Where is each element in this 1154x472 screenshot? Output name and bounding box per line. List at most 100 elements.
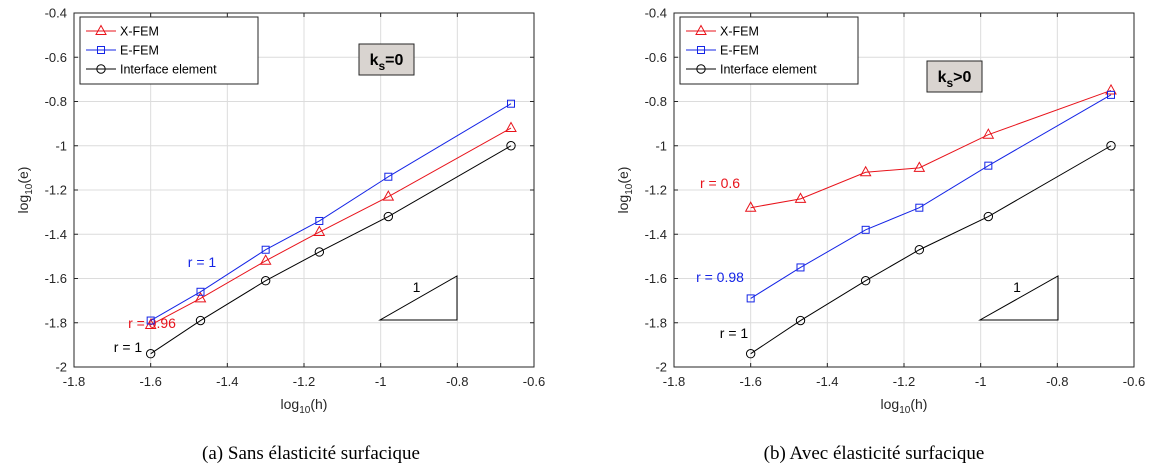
y-tick-label: -1.8 (45, 315, 67, 330)
data-point-iface (195, 315, 206, 326)
x-axis-label: log10(h) (281, 396, 328, 416)
data-point-iface (314, 247, 325, 257)
y-tick-label: -1.4 (645, 227, 667, 242)
data-point-efem (796, 263, 805, 272)
legend-label-iface: Interface element (720, 63, 817, 77)
data-point-efem (507, 99, 515, 108)
legend-label-efem: E-FEM (720, 44, 759, 58)
ks-box (358, 43, 415, 76)
rate-label-efem: r = 1 (188, 254, 217, 270)
x-tick-label: -1.2 (893, 374, 915, 389)
rate-label-iface: r = 1 (720, 325, 749, 341)
series-efem (146, 99, 515, 325)
legend-label-iface: Interface element (120, 63, 217, 77)
slope-label: 1 (1013, 279, 1021, 295)
y-tick-label: -1 (655, 138, 667, 153)
y-tick-label: -1.2 (645, 183, 667, 198)
slope-triangle (378, 275, 458, 321)
legend-marker-efem (97, 46, 105, 54)
data-point-efem (261, 245, 270, 254)
x-tick-label: -0.6 (523, 374, 545, 389)
legend-label-xfem: X-FEM (720, 25, 759, 39)
legend: X-FEM E-FEM Interface element (79, 16, 259, 85)
series-line-efem (150, 103, 512, 321)
series-line-iface (750, 145, 1112, 355)
data-point-iface (983, 211, 994, 222)
x-tick-label: -1 (975, 374, 987, 389)
chart-panel-2: -1.8 -1.6 -1.4 -1.2 -1 -0.8 -0.6-2-1.8-1.6-1.4… (615, 6, 1145, 417)
data-point-iface (383, 211, 394, 222)
data-point-efem (196, 287, 205, 296)
data-point-efem (1107, 90, 1115, 99)
data-point-efem (984, 161, 993, 170)
figure-caption: (b) Avec élasticité surfacique (764, 443, 985, 464)
y-tick-label: -0.6 (45, 50, 67, 65)
data-point-efem (861, 225, 870, 234)
legend-marker-xfem (695, 24, 707, 35)
data-point-xfem (382, 190, 395, 201)
data-point-iface (260, 276, 271, 286)
slope-triangle (978, 275, 1059, 321)
y-tick-label: -1.2 (45, 183, 67, 198)
y-axis-label: log10(e) (15, 167, 35, 214)
y-tick-label: -0.8 (45, 94, 67, 109)
ks-label: ks=0 (370, 52, 404, 73)
series-iface (745, 141, 1116, 359)
rate-label-xfem: r = 0.96 (128, 315, 176, 331)
series-line-iface (150, 145, 512, 355)
x-tick-label: -1.4 (216, 374, 238, 389)
slope-label: 1 (413, 279, 421, 295)
data-point-iface (1106, 141, 1116, 151)
data-point-xfem (1105, 83, 1117, 95)
series-iface (145, 141, 516, 359)
y-tick-label: -1.8 (645, 315, 667, 330)
x-tick-label: -0.8 (1046, 374, 1068, 389)
legend-label-xfem: X-FEM (120, 25, 159, 39)
data-point-xfem (505, 121, 517, 133)
legend-marker-iface (696, 64, 706, 74)
data-point-efem (384, 172, 393, 181)
data-point-xfem (859, 165, 872, 177)
data-point-xfem (982, 128, 995, 139)
series-xfem (744, 83, 1117, 212)
x-tick-label: -1.8 (663, 374, 685, 389)
legend-marker-xfem (95, 24, 107, 35)
x-tick-label: -1.4 (816, 374, 838, 389)
ks-label: ks>0 (938, 69, 972, 90)
data-point-iface (745, 349, 756, 359)
y-tick-label: -0.4 (45, 6, 67, 21)
x-tick-label: -1.2 (293, 374, 315, 389)
series-xfem (144, 121, 517, 329)
y-tick-label: -1.6 (645, 271, 667, 286)
data-point-xfem (194, 291, 207, 303)
y-tick-label: -1 (55, 138, 67, 153)
data-point-iface (506, 141, 516, 151)
x-tick-label: -0.8 (446, 374, 468, 389)
legend: X-FEM E-FEM Interface element (679, 16, 859, 85)
data-point-efem (746, 294, 755, 303)
legend-marker-iface (96, 64, 106, 74)
data-point-iface (795, 315, 806, 326)
ks-box (926, 60, 983, 93)
y-tick-label: -1.6 (45, 271, 67, 286)
y-tick-label: -0.8 (645, 94, 667, 109)
x-tick-label: -1.8 (63, 374, 85, 389)
y-tick-label: -2 (655, 360, 667, 375)
series-line-xfem (150, 127, 512, 326)
data-point-xfem (794, 192, 807, 203)
legend-label-efem: E-FEM (120, 44, 159, 58)
data-point-iface (145, 349, 156, 359)
rate-label-xfem: r = 0.6 (700, 175, 740, 191)
y-tick-label: -0.4 (645, 6, 667, 21)
x-tick-label: -1.6 (139, 374, 161, 389)
data-point-xfem (313, 225, 326, 237)
figure-caption: (a) Sans élasticité surfacique (202, 443, 420, 464)
y-tick-label: -2 (55, 360, 67, 375)
x-tick-label: -0.6 (1123, 374, 1145, 389)
series-line-xfem (750, 89, 1112, 209)
data-point-xfem (913, 161, 926, 172)
legend-marker-efem (697, 46, 705, 54)
data-point-xfem (744, 201, 757, 212)
rate-label-efem: r = 0.98 (696, 269, 744, 285)
